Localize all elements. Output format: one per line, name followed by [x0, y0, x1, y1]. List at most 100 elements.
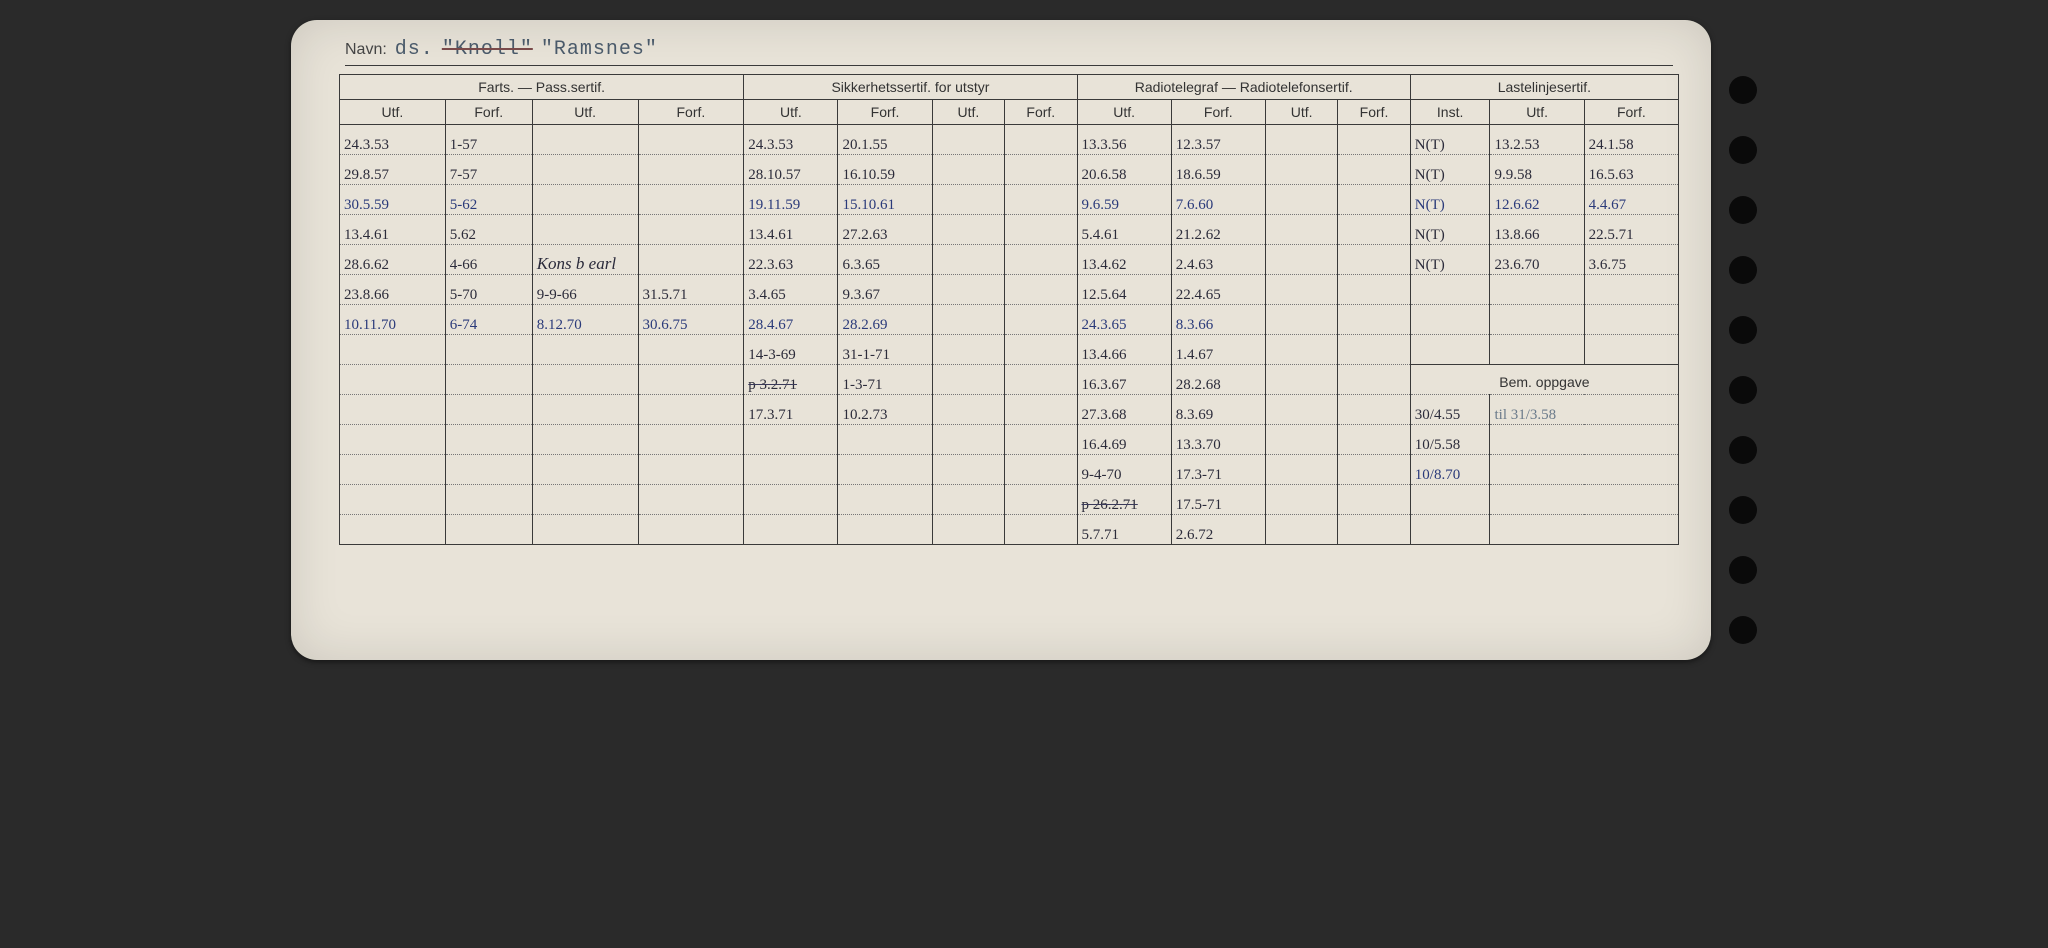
cell: [932, 215, 1004, 245]
cell: 17.5-71: [1171, 485, 1265, 515]
cell: N(T): [1410, 125, 1490, 155]
cell: [838, 515, 932, 545]
hdr-forf: Forf.: [1338, 100, 1410, 125]
hdr-utf: Utf.: [340, 100, 446, 125]
cell: [445, 425, 532, 455]
cell: 13.3.56: [1077, 125, 1171, 155]
cell: [1410, 335, 1490, 365]
cell: [340, 365, 446, 395]
cell: [532, 425, 638, 455]
cell: 13.4.66: [1077, 335, 1171, 365]
hdr-forf: Forf.: [1005, 100, 1077, 125]
cell: 23.8.66: [340, 275, 446, 305]
cell: 9-4-70: [1077, 455, 1171, 485]
cell: [932, 395, 1004, 425]
cell: [532, 395, 638, 425]
cell: [638, 125, 744, 155]
cell: 24.3.65: [1077, 305, 1171, 335]
cell: [340, 485, 446, 515]
hdr-forf: Forf.: [1171, 100, 1265, 125]
hole-icon: [1729, 256, 1757, 284]
cell: 10/5.58: [1410, 425, 1490, 455]
cell: [1005, 245, 1077, 275]
cell: 13.3.70: [1171, 425, 1265, 455]
cell: [638, 485, 744, 515]
name-row: Navn: ds. "Knoll" "Ramsnes": [345, 38, 1673, 66]
cell: [638, 185, 744, 215]
cell: [445, 515, 532, 545]
hole-icon: [1729, 616, 1757, 644]
hole-icon: [1729, 376, 1757, 404]
cell: N(T): [1410, 185, 1490, 215]
cell: [1005, 275, 1077, 305]
cell: [638, 365, 744, 395]
cell: [932, 455, 1004, 485]
cell: 27.2.63: [838, 215, 932, 245]
record-card: Navn: ds. "Knoll" "Ramsnes" Farts. — Pas…: [291, 20, 1711, 660]
hdr-farts: Farts. — Pass.sertif.: [340, 75, 744, 100]
cell: 5.7.71: [1077, 515, 1171, 545]
cell: [838, 485, 932, 515]
cell: [1005, 215, 1077, 245]
cell: [532, 485, 638, 515]
cell: [445, 395, 532, 425]
hole-icon: [1729, 136, 1757, 164]
cell: [1005, 185, 1077, 215]
cell: 10/8.70: [1410, 455, 1490, 485]
hole-icon: [1729, 76, 1757, 104]
cell: [1265, 335, 1337, 365]
cell: [1338, 125, 1410, 155]
hdr-utf: Utf.: [744, 100, 838, 125]
cell: N(T): [1410, 155, 1490, 185]
cell: [1005, 155, 1077, 185]
cell: 2.6.72: [1171, 515, 1265, 545]
table-row: 16.4.6913.3.7010/5.58: [340, 425, 1679, 455]
cell: p 3.2.71: [744, 365, 838, 395]
hdr-forf: Forf.: [638, 100, 744, 125]
cell: [340, 425, 446, 455]
cell: [932, 125, 1004, 155]
cell: 1.4.67: [1171, 335, 1265, 365]
hole-icon: [1729, 316, 1757, 344]
cell: 6-74: [445, 305, 532, 335]
hdr-utf: Utf.: [1265, 100, 1337, 125]
cell: 30/4.55: [1410, 395, 1490, 425]
cell: 15.10.61: [838, 185, 932, 215]
cell: 20.1.55: [838, 125, 932, 155]
cell: 5.4.61: [1077, 215, 1171, 245]
cell: [932, 305, 1004, 335]
cell: [1005, 515, 1077, 545]
cell: 6.3.65: [838, 245, 932, 275]
hdr-lastelinje: Lastelinjesertif.: [1410, 75, 1678, 100]
cell: [1005, 365, 1077, 395]
cell: [1584, 335, 1678, 365]
cell: [1338, 515, 1410, 545]
cell: [1338, 155, 1410, 185]
cell: [445, 455, 532, 485]
hdr-utf: Utf.: [932, 100, 1004, 125]
table-row: 23.8.665-709-9-6631.5.713.4.659.3.6712.5…: [340, 275, 1679, 305]
cell: 12.5.64: [1077, 275, 1171, 305]
cell: [1265, 395, 1337, 425]
cell: [445, 365, 532, 395]
cell: [1005, 425, 1077, 455]
cell: 13.4.61: [744, 215, 838, 245]
hdr-forf: Forf.: [838, 100, 932, 125]
cell: [1490, 485, 1679, 515]
cell: 20.6.58: [1077, 155, 1171, 185]
cell: 14-3-69: [744, 335, 838, 365]
cell: 13.8.66: [1490, 215, 1584, 245]
cell: [932, 365, 1004, 395]
cell: [932, 245, 1004, 275]
cell: [932, 275, 1004, 305]
cell: [1005, 305, 1077, 335]
cell: 10.2.73: [838, 395, 932, 425]
cell: [1338, 275, 1410, 305]
table-row: 14-3-6931-1-71 13.4.661.4.67: [340, 335, 1679, 365]
cell: [744, 425, 838, 455]
cell: 31-1-71: [838, 335, 932, 365]
cell: [340, 455, 446, 485]
hdr-utf: Utf.: [532, 100, 638, 125]
hdr-forf: Forf.: [1584, 100, 1678, 125]
cell: 30.5.59: [340, 185, 446, 215]
